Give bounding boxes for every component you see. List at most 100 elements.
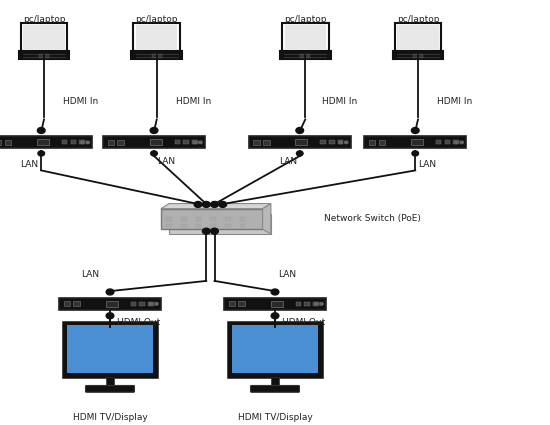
Bar [338,140,343,144]
Bar [192,140,198,144]
Circle shape [194,201,202,207]
Circle shape [211,201,218,207]
FancyBboxPatch shape [393,51,443,59]
Text: HDMI TV/Display: HDMI TV/Display [73,413,147,422]
FancyBboxPatch shape [395,23,441,51]
Bar [271,377,279,386]
Bar [64,301,70,306]
Bar [240,224,245,227]
FancyBboxPatch shape [224,298,326,310]
Circle shape [86,141,90,144]
Bar [228,373,322,377]
Bar [136,26,177,49]
Bar [225,224,230,227]
Bar [210,224,216,227]
FancyBboxPatch shape [133,23,180,51]
Bar [232,325,318,374]
Bar [271,301,283,307]
Bar [453,140,459,144]
Bar [4,140,11,145]
Bar [74,301,80,306]
Circle shape [219,201,227,207]
FancyBboxPatch shape [21,23,67,51]
Circle shape [320,303,323,305]
Text: HDMI In: HDMI In [322,97,357,107]
Bar [329,140,334,144]
Circle shape [202,228,210,234]
FancyBboxPatch shape [228,322,322,377]
FancyBboxPatch shape [86,385,134,392]
Circle shape [199,141,202,144]
Bar [229,301,235,306]
Bar [140,302,145,306]
Bar [106,377,114,386]
Circle shape [296,151,303,156]
Bar [239,301,245,306]
Bar [39,54,49,58]
FancyBboxPatch shape [249,136,351,148]
Bar [295,139,307,145]
FancyBboxPatch shape [19,51,69,59]
Circle shape [155,303,158,305]
FancyBboxPatch shape [169,214,271,234]
Bar [196,217,201,221]
Text: HDMI In: HDMI In [437,97,472,107]
FancyBboxPatch shape [0,136,92,148]
Bar [175,140,180,144]
FancyBboxPatch shape [364,136,466,148]
Bar [79,140,85,144]
Bar [67,325,153,374]
Bar [285,26,326,49]
FancyBboxPatch shape [161,209,263,229]
Bar [305,302,310,306]
Bar [300,54,310,58]
Text: LAN: LAN [20,160,38,169]
Circle shape [150,128,158,133]
Bar [131,302,136,306]
Bar [411,139,423,145]
Text: LAN: LAN [278,270,296,279]
Circle shape [211,228,218,234]
Bar [368,140,375,145]
Text: pc/laptop: pc/laptop [23,14,65,24]
Bar [63,373,157,377]
Bar [181,224,186,227]
Bar [118,140,124,145]
Bar [148,302,153,306]
Bar [413,54,423,58]
Text: LAN: LAN [418,160,436,169]
Bar [184,140,189,144]
Bar [0,140,1,145]
Circle shape [80,141,84,144]
Polygon shape [161,204,271,209]
FancyBboxPatch shape [280,51,331,59]
Circle shape [412,151,419,156]
Bar [444,140,450,144]
FancyBboxPatch shape [103,136,205,148]
FancyBboxPatch shape [131,51,182,59]
Circle shape [37,128,45,133]
FancyBboxPatch shape [282,23,329,51]
Bar [320,140,326,144]
Bar [152,54,162,58]
Bar [240,217,245,221]
Text: LAN: LAN [279,157,297,167]
Bar [70,140,76,144]
Text: HDMI TV/Display: HDMI TV/Display [238,413,312,422]
Text: pc/laptop: pc/laptop [135,14,178,24]
Text: LAN: LAN [81,270,99,279]
Text: pc/laptop: pc/laptop [284,14,327,24]
Bar [37,139,49,145]
Bar [150,139,162,145]
Bar [196,224,201,227]
Bar [181,217,186,221]
Bar [263,140,270,145]
Circle shape [315,303,318,305]
Bar [108,140,114,145]
Bar [378,140,385,145]
FancyBboxPatch shape [63,322,157,377]
Bar [397,26,439,49]
Bar [62,140,67,144]
Bar [210,217,216,221]
Text: HDMI In: HDMI In [63,97,98,107]
